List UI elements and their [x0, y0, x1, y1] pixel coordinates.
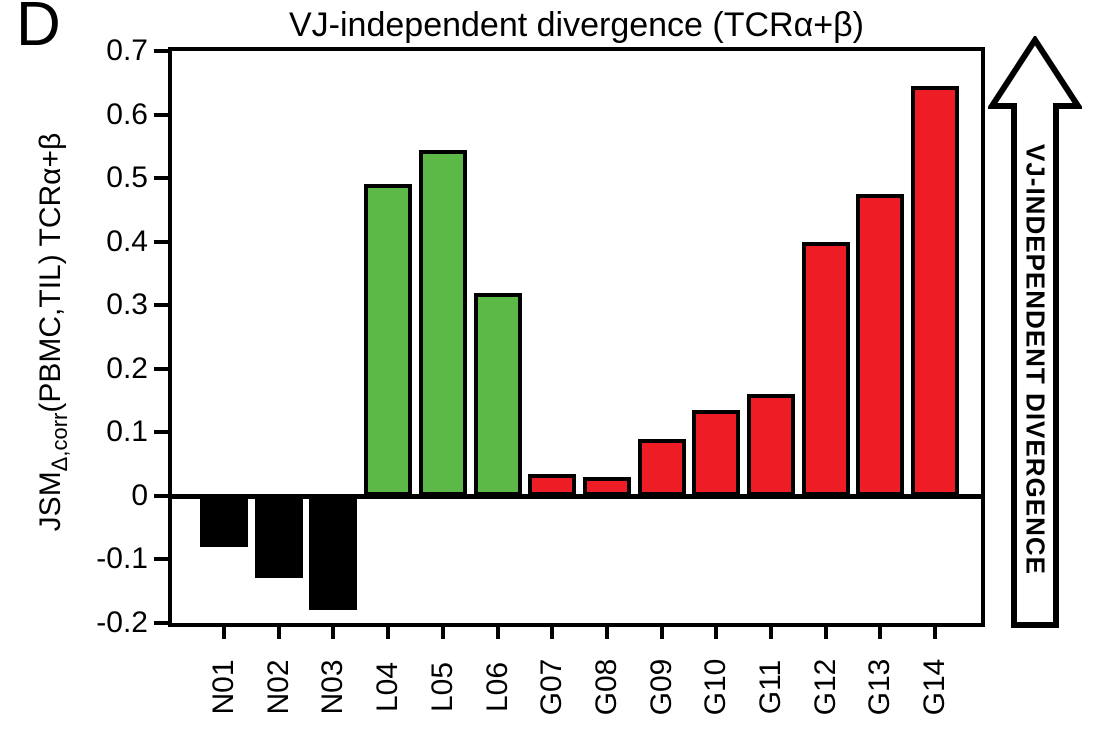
bar-G10	[692, 410, 741, 496]
x-tick-label-G13: G13	[863, 658, 897, 716]
x-tick-label-G12: G12	[808, 658, 842, 716]
chart-title: VJ-independent divergence (TCRα+β)	[289, 6, 864, 44]
x-tick-label-L06: L06	[480, 661, 514, 713]
bar-N01	[200, 495, 248, 547]
x-tick-L06	[495, 627, 500, 639]
zero-baseline	[172, 493, 981, 499]
y-tick--0.2	[154, 621, 168, 625]
y-tick-0.1	[154, 430, 168, 435]
bar-G13	[856, 194, 905, 496]
y-tick-0.3	[154, 303, 168, 308]
y-tick-0	[154, 493, 168, 498]
x-tick-label-G11: G11	[754, 659, 787, 715]
y-tick-label-0: 0	[131, 478, 148, 512]
y-tick-0.6	[154, 112, 168, 117]
y-tick--0.1	[154, 557, 168, 562]
x-tick-G07	[550, 627, 555, 639]
x-tick-G13	[878, 627, 883, 639]
x-tick-L04	[386, 627, 391, 639]
x-tick-G09	[659, 627, 664, 639]
x-tick-N03	[331, 627, 336, 639]
x-tick-G12	[823, 627, 828, 639]
x-tick-N01	[222, 627, 226, 639]
bar-G12	[801, 241, 850, 496]
x-tick-label-N03: N03	[316, 659, 350, 715]
divergence-arrow-label: VJ-INDEPENDENT DIVERGENCE	[1020, 144, 1051, 575]
x-tick-label-N01: N01	[207, 659, 240, 715]
y-tick-label-0.2: 0.2	[106, 351, 148, 385]
y-axis-label: JSMΔ,corr(PBMC,TIL) TCRα+β	[29, 52, 73, 612]
panel-letter: D	[16, 0, 61, 59]
x-tick-G10	[714, 627, 719, 639]
bar-L05	[418, 149, 467, 496]
y-tick-0.7	[154, 49, 168, 53]
bar-L04	[364, 184, 413, 496]
y-tick-0.5	[154, 176, 168, 181]
y-tick-label--0.2: -0.2	[96, 606, 148, 639]
y-tick-0.2	[154, 366, 168, 371]
y-tick-label--0.1: -0.1	[96, 542, 148, 576]
x-tick-N02	[276, 627, 281, 639]
x-tick-label-G14: G14	[918, 658, 952, 716]
x-tick-label-N02: N02	[261, 659, 295, 715]
bar-G09	[637, 438, 686, 496]
plot-area	[168, 47, 985, 627]
x-tick-label-G09: G09	[644, 658, 678, 716]
x-tick-label-G10: G10	[699, 658, 733, 716]
y-tick-label-0.5: 0.5	[106, 161, 148, 195]
x-tick-label-G08: G08	[589, 658, 623, 716]
bar-G11	[747, 394, 795, 496]
x-tick-G11	[769, 627, 773, 639]
y-tick-label-0.1: 0.1	[106, 415, 148, 449]
bar-N03	[309, 495, 358, 611]
bar-G14	[911, 85, 960, 496]
x-tick-G14	[933, 627, 938, 639]
x-tick-label-L04: L04	[371, 661, 405, 713]
bar-G08	[582, 476, 631, 496]
bar-L06	[473, 292, 522, 496]
bar-N02	[254, 495, 303, 579]
bar-G07	[528, 473, 577, 496]
x-tick-G08	[604, 627, 609, 639]
y-tick-label-0.4: 0.4	[106, 224, 148, 258]
y-tick-label-0.6: 0.6	[106, 97, 148, 131]
up-arrow-icon	[988, 36, 1082, 628]
x-tick-label-L05: L05	[425, 661, 459, 713]
y-tick-0.4	[154, 239, 168, 244]
x-tick-label-G07: G07	[535, 658, 569, 716]
y-tick-label-0.3: 0.3	[106, 288, 148, 322]
y-tick-label-0.7: 0.7	[106, 34, 148, 67]
divergence-arrow: VJ-INDEPENDENT DIVERGENCE	[988, 36, 1082, 630]
x-tick-L05	[440, 627, 445, 639]
